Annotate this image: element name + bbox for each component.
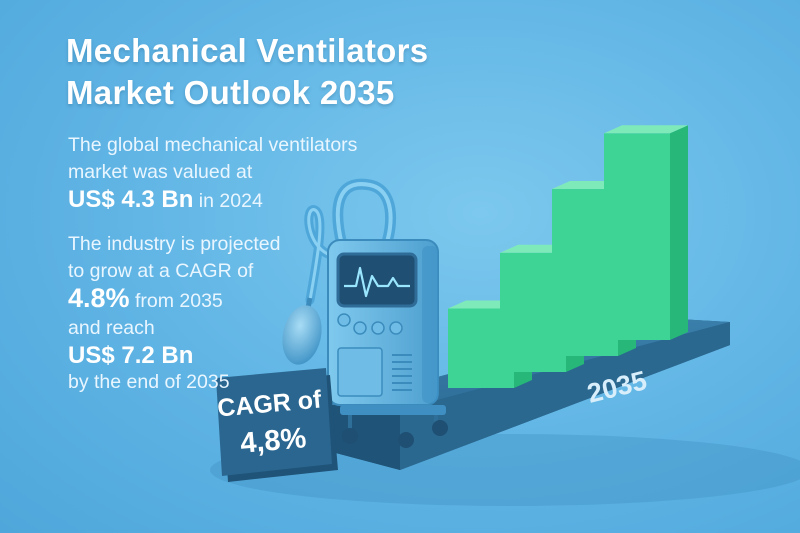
intro-paragraph: The global mechanical ventilators market… [68,132,357,215]
target-value: US$ 7.2 Bn [68,342,194,369]
intro-line-2: market was valued at [68,161,253,183]
projection-paragraph: The industry is projected to grow at a C… [68,231,280,396]
intro-suffix: in 2024 [193,190,263,212]
cagr-suffix: from 2035 [129,290,223,312]
title-line-1: Mechanical Ventilators [66,32,429,69]
cagr-value: 4.8% [68,283,130,313]
bar-group [448,125,688,388]
projection-line-1: The industry is projected [68,233,281,255]
projection-line-5: by the end of 2035 [68,371,230,393]
bar-4 [604,125,688,340]
title-line-2: Market Outlook 2035 [66,74,395,111]
cagr-badge-value: 4,8% [239,422,308,460]
intro-line-3: US$ 4.3 Bn in 2024 [68,186,357,215]
projection-line-2: to grow at a CAGR of [68,260,254,282]
air-bulb-icon [282,297,322,365]
intro-value: US$ 4.3 Bn [68,186,194,213]
projection-line-4: and reach [68,317,155,339]
cagr-badge: CAGR of 4,8% [216,368,338,482]
intro-line-1: The global mechanical ventilators [68,134,358,156]
projection-line-3: 4.8% from 2035 [68,285,280,315]
ventilator-device-icon [304,178,448,448]
page-title: Mechanical Ventilators Market Outlook 20… [66,30,428,114]
